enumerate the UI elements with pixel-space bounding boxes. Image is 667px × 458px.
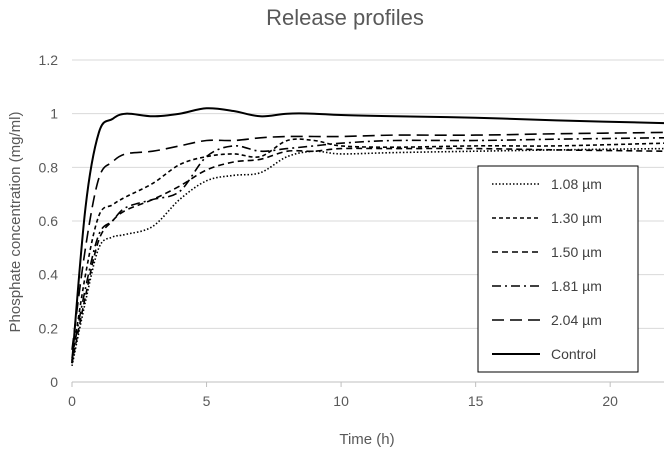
y-tick-label: 0.6 (39, 213, 59, 229)
legend-label-0: 1.08 µm (551, 176, 602, 192)
x-tick-label: 5 (203, 393, 211, 409)
x-tick-label: 10 (333, 393, 349, 409)
tick-labels: 0 0.2 0.4 0.6 0.8 1 1.2 0 5 10 15 20 (39, 52, 619, 409)
y-tick-label: 0.2 (39, 320, 59, 336)
legend-label-1: 1.30 µm (551, 210, 602, 226)
y-tick-label: 0 (50, 374, 58, 390)
y-tick-label: 0.8 (39, 159, 59, 175)
axes (71, 381, 664, 387)
series-line-2 (71, 147, 665, 364)
legend-label-5: Control (551, 346, 596, 362)
legend-label-2: 1.50 µm (551, 244, 602, 260)
legend-label-4: 2.04 µm (551, 312, 602, 328)
series-line-1 (71, 138, 665, 361)
chart-title: Release profiles (266, 5, 424, 30)
y-tick-label: 1 (50, 106, 58, 122)
series-line-4 (71, 131, 665, 350)
series-line-5 (71, 107, 665, 364)
x-axis-label: Time (h) (339, 431, 394, 448)
y-tick-label: 1.2 (39, 52, 59, 68)
legend: 1.08 µm 1.30 µm 1.50 µm 1.81 µm 2.04 µm Contr… (477, 165, 639, 373)
series-lines (71, 107, 665, 367)
y-tick-label: 0.4 (39, 267, 59, 283)
y-axis-label: Phosphate concentration (mg/ml) (7, 112, 24, 333)
legend-box (477, 165, 639, 373)
x-tick-label: 20 (602, 393, 618, 409)
x-tick-label: 15 (468, 393, 484, 409)
legend-label-3: 1.81 µm (551, 278, 602, 294)
x-tick-label: 0 (68, 393, 76, 409)
series-line-3 (71, 137, 665, 359)
